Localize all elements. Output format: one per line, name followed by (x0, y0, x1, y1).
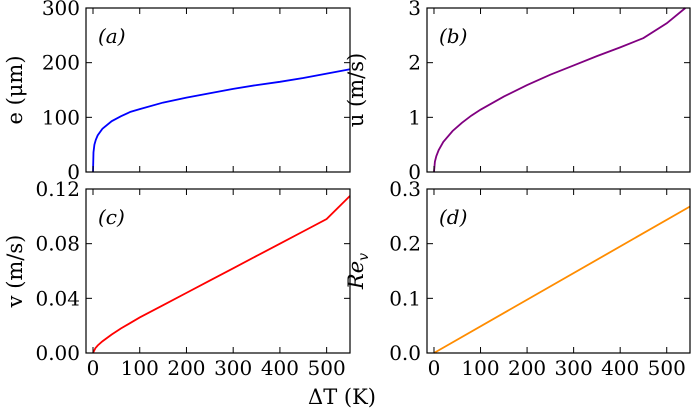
y-axis-label: e (μm) (3, 55, 27, 124)
y-tick-label: 1 (408, 105, 421, 129)
panel-tag: (c) (98, 205, 125, 229)
series-line-2-1 (433, 7, 686, 173)
y-tick-label: 0.3 (389, 177, 421, 201)
y-tick-label: 0.08 (35, 232, 80, 256)
y-tick-label: 0.1 (389, 286, 421, 310)
x-tick-label: 400 (601, 356, 639, 380)
y-axis-label: Rev (344, 253, 372, 290)
y-tick-label: 100 (42, 105, 80, 129)
x-tick-label: 400 (261, 356, 299, 380)
y-axis-label: u (m/s) (344, 53, 368, 127)
y-tick-label: 3 (408, 0, 421, 20)
x-tick-label: 500 (648, 356, 686, 380)
y-tick-label: 0 (67, 160, 80, 184)
panel-c: 0 100 200 300 400 500 0.00 0.04 0.08 0.12 (c) v (m/… (3, 177, 351, 380)
panel-b: 0 1 2 3 (b) u (m/s) (344, 0, 691, 184)
y-tick-label: 0.0 (389, 341, 421, 365)
plot-frame (85, 7, 351, 173)
series-line-3-1 (92, 195, 351, 354)
plot-frame (426, 7, 691, 173)
x-axis-label: ΔT (K) (308, 385, 376, 409)
panel-d: 0 100 200 300 400 500 0.0 0.1 0.2 0.3 (d) Rev (344, 177, 691, 380)
panel-a: 0 100 200 300 (a) e (μm) (3, 0, 351, 184)
y-tick-label: 0 (408, 160, 421, 184)
y-tick-label: 0.12 (35, 177, 80, 201)
series-line-1-1 (92, 68, 351, 173)
x-tick-label: 300 (214, 356, 252, 380)
series-line-4-1 (433, 205, 691, 354)
panel-tag: (a) (98, 24, 126, 48)
y-tick-label: 0.2 (389, 232, 421, 256)
x-tick-label: 0 (87, 356, 100, 380)
plot-frame (426, 188, 691, 354)
x-tick-label: 100 (461, 356, 499, 380)
x-tick-label: 0 (428, 356, 441, 380)
x-tick-label: 200 (167, 356, 205, 380)
y-axis-label: v (m/s) (3, 235, 27, 309)
y-tick-label: 0.00 (35, 341, 80, 365)
y-tick-label: 200 (42, 51, 80, 75)
x-tick-label: 300 (555, 356, 593, 380)
plot-frame (85, 188, 351, 354)
x-tick-label: 200 (508, 356, 546, 380)
y-tick-label: 2 (408, 51, 421, 75)
x-tick-label: 100 (121, 356, 159, 380)
panel-tag: (b) (439, 24, 467, 48)
panel-tag: (d) (439, 205, 467, 229)
y-tick-label: 300 (42, 0, 80, 20)
x-tick-label: 500 (308, 356, 346, 380)
y-tick-label: 0.04 (35, 286, 80, 310)
